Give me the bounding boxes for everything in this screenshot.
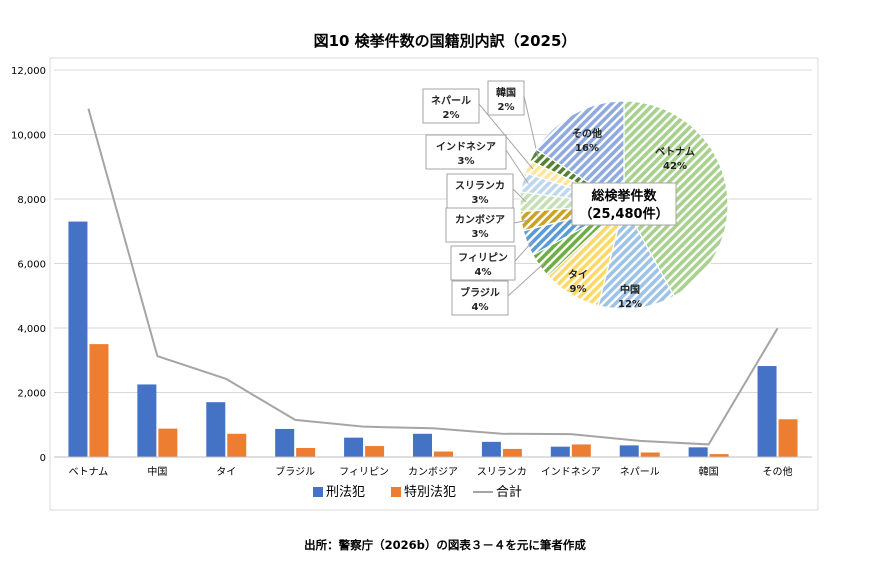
bar-special-7: [571, 444, 591, 457]
plot-frame: [49, 57, 819, 511]
bar-criminal-3: [275, 428, 295, 457]
bar-series: [68, 221, 798, 457]
bar-criminal-0: [68, 221, 88, 457]
pie-label-name: 韓国: [496, 86, 516, 99]
bar-criminal-10: [757, 366, 777, 457]
x-tick-label: ネパール: [620, 466, 660, 478]
bar-criminal-9: [688, 447, 708, 457]
legend-label-total: 合計: [496, 484, 522, 500]
legend: 刑法犯 特別法犯 合計: [313, 484, 522, 500]
bar-special-10: [778, 419, 798, 457]
pie-label-name: その他: [572, 127, 602, 140]
bar-special-2: [227, 433, 247, 457]
pie-label-pct: 4%: [475, 267, 492, 278]
pie-label-box: [450, 245, 516, 281]
pie-center-total: （25,480件）: [579, 206, 668, 222]
pie-label-pct: 2%: [498, 102, 515, 113]
pie-label-pct: 2%: [443, 110, 460, 121]
pie-chart: ベトナム 42% 中国 12% タイ 9% ブラジル 4% フィリピン 4% カンボジア 3% スリラン…: [422, 80, 729, 316]
bar-special-6: [502, 448, 522, 457]
bar-special-0: [89, 344, 109, 457]
pie-label-name: ベトナム: [655, 146, 695, 158]
pie-label-box: [445, 207, 515, 243]
y-tick-label: 12,000: [11, 66, 46, 77]
x-tick-label: ブラジル: [275, 465, 315, 478]
x-tick-label: フィリピン: [339, 466, 389, 478]
x-tick-label: ベトナム: [69, 466, 109, 478]
pie-label-pct: 3%: [472, 195, 489, 206]
y-axis: 0 2,000 4,000 6,000 8,000 10,000 12,000: [11, 66, 46, 464]
x-tick-label: カンボジア: [408, 466, 458, 478]
bar-special-5: [434, 451, 453, 457]
x-tick-label: タイ: [216, 466, 236, 478]
pie-label-name: フィリピン: [458, 252, 508, 264]
y-tick-label: 10,000: [11, 131, 46, 142]
pie-label-name: 中国: [620, 283, 640, 296]
bar-criminal-6: [481, 441, 501, 457]
bar-criminal-4: [344, 437, 364, 457]
y-tick-label: 6,000: [17, 260, 46, 271]
y-tick-label: 0: [40, 453, 46, 464]
pie-leader-line: [514, 240, 534, 262]
pie-label-box: [487, 80, 525, 116]
pie-leader-line: [507, 262, 546, 297]
pie-leader-line: [523, 95, 539, 158]
x-tick-label: 韓国: [699, 466, 719, 478]
legend-label-special: 特別法犯: [404, 485, 456, 500]
pie-leader-line: [513, 219, 528, 224]
bar-criminal-5: [413, 433, 432, 457]
pie-leader-line: [505, 149, 529, 184]
bar-criminal-1: [137, 384, 157, 457]
pie-slice-1: [597, 203, 675, 310]
pie-label-box: [425, 134, 507, 170]
pie-label-pct: 16%: [575, 143, 599, 154]
pie-label-name: スリランカ: [455, 180, 505, 192]
legend-swatch-criminal: [313, 487, 323, 497]
x-tick-label: その他: [763, 465, 793, 478]
legend-swatch-special: [391, 487, 401, 497]
pie-label-pct: 3%: [472, 229, 489, 240]
bar-special-1: [158, 428, 178, 457]
pie-label-box: [446, 173, 514, 209]
pie-label-pct: 12%: [618, 299, 642, 310]
bar-special-8: [640, 452, 660, 457]
pie-label-name: ブラジル: [460, 286, 500, 299]
bar-criminal-7: [550, 446, 570, 457]
line-total: [87, 108, 779, 446]
y-tick-label: 8,000: [17, 195, 46, 206]
x-axis: ベトナム 中国 タイ ブラジル フィリピン カンボジア スリランカ インドネシア ネパール 韓国 そ…: [54, 456, 812, 478]
bar-criminal-8: [619, 445, 639, 457]
pie-label-name: インドネシア: [436, 141, 496, 153]
pie-label-box: [451, 280, 509, 316]
bar-criminal-2: [206, 402, 226, 457]
pie-label-name: タイ: [568, 269, 588, 281]
pie-label-pct: 9%: [570, 284, 587, 295]
pie-label-box: [422, 88, 480, 124]
y-tick-label: 4,000: [17, 324, 46, 335]
y-tick-label: 2,000: [17, 389, 46, 400]
pie-center-box: [571, 182, 677, 226]
pie-label-pct: 42%: [663, 161, 687, 172]
total-line-series: [87, 108, 779, 446]
chart-title: 図10 検挙件数の国籍別内訳（2025）: [314, 32, 577, 50]
bar-special-9: [709, 454, 729, 457]
legend-label-criminal: 刑法犯: [326, 485, 365, 500]
pie-label-pct: 4%: [472, 302, 489, 313]
bar-special-3: [296, 447, 316, 457]
pie-slice-10: [535, 100, 625, 207]
x-tick-label: 中国: [147, 465, 167, 478]
pie-label-name: ネパール: [431, 95, 471, 107]
pie-label-name: カンボジア: [455, 213, 505, 226]
x-tick-label: インドネシア: [541, 466, 601, 478]
pie-center-title: 総検挙件数: [591, 188, 657, 204]
bar-special-4: [365, 446, 385, 457]
pie-label-pct: 3%: [458, 156, 475, 167]
source-note: 出所：警察庁（2026b）の図表３－４を元に筆者作成: [304, 538, 586, 552]
pie-leader-line: [512, 188, 527, 203]
x-tick-label: スリランカ: [477, 466, 527, 478]
